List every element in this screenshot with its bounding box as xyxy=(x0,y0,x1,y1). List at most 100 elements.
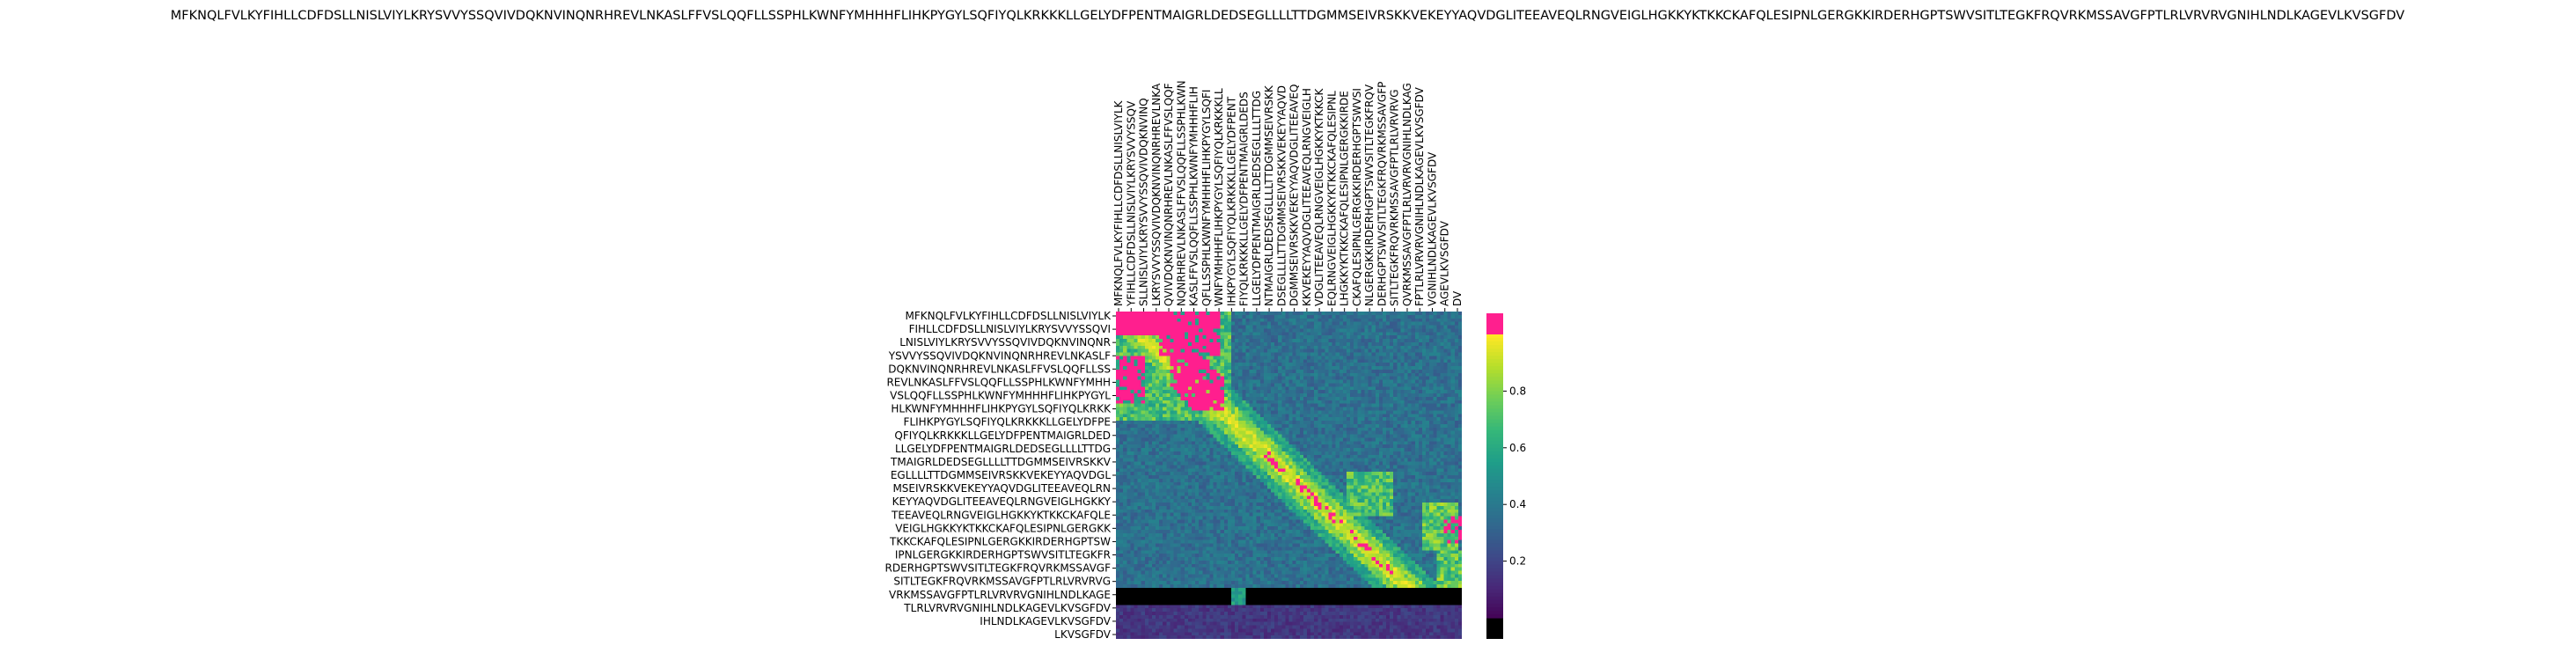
colorbar-segment xyxy=(1486,338,1503,342)
row-tick-label: QFIYQLKRKKKLLGELYDFPENTMAIGRLDED xyxy=(894,429,1111,442)
column-tick-label: SLLNISLVIYLKRYSVVYSSQVIVDQKNVINQ xyxy=(1138,98,1150,306)
column-tick-label: LLGELYDFPENTMAIGRLDEDSEGLLLLTTDG xyxy=(1251,91,1263,306)
colorbar-segment xyxy=(1486,419,1503,424)
colorbar-segment xyxy=(1486,363,1503,367)
colorbar-segment xyxy=(1486,543,1503,548)
column-tick-label: NQNRHREVLNKASLFFVSLQQFLLSSPHLKWN xyxy=(1175,80,1187,306)
colorbar-segment xyxy=(1486,501,1503,505)
row-tick-label: REVLNKASLFFVSLQQFLLSSPHLKWNFYMHH xyxy=(886,376,1111,388)
colorbar-tick-label: 0.8 xyxy=(1509,385,1526,397)
colorbar-segment xyxy=(1486,370,1503,374)
row-tick-label: LLGELYDFPENTMAIGRLDEDSEGLLLLTTDG xyxy=(895,443,1111,455)
colorbar-segment xyxy=(1486,426,1503,431)
row-tick-label: VSLQQFLLSSPHLKWNFYMHHHFLIHKPYGYL xyxy=(890,390,1111,402)
column-tick-label: KASLFFVSLQQFLLSSPHLKWNFYMHHHFLIH xyxy=(1188,86,1200,306)
column-labels: MFKNQLFVLKYFIHLLCDFDSLLNISLVIYLK YFIHLLCD… xyxy=(1112,80,1464,312)
colorbar-segment xyxy=(1486,613,1503,619)
colorbar-segment xyxy=(1486,401,1503,407)
column-tick-label: DSEGLLLLTTDGMMSEIVRSKKVEKEYYAQVD xyxy=(1275,85,1288,306)
row-tick-label: TEEAVEQLRNGVEIGLHGKKYKTKKCKAFQLE xyxy=(891,509,1111,521)
row-tick-label: YSVVYSSQVIVDQKNVINQNRHREVLNKASLF xyxy=(888,349,1111,362)
colorbar-tick-label: 0.6 xyxy=(1509,442,1526,454)
column-tick-label: LHGKKYKTKKCKAFQLESIPNLGERGKKIRDE xyxy=(1339,91,1351,306)
colorbar-segment xyxy=(1486,564,1503,569)
row-tick-label: LKVSGFDV xyxy=(1054,628,1112,641)
colorbar-segment xyxy=(1486,377,1503,381)
chart-title: MFKNQLFVLKYFIHLLCDFDSLLNISLVIYLKRYSVVYSS… xyxy=(171,9,2405,23)
row-tick-label: TMAIGRLDEDSEGLLLLTTDGMMSEIVRSKKV xyxy=(890,456,1112,468)
colorbar-segment xyxy=(1486,422,1503,428)
colorbar-under-block xyxy=(1486,618,1503,639)
column-tick-label: NLGERGKKIRDERHGPTSWVSITLTEGKFRQV xyxy=(1363,84,1376,306)
row-tick-label: MFKNQLFVLKYFIHLLCDFDSLLNISLVIYLK xyxy=(905,310,1112,322)
colorbar-segment xyxy=(1486,465,1503,470)
column-tick-label: LKRYSVVYSSQVIVDQKNVINQNRHREVLNKA xyxy=(1150,83,1163,306)
colorbar: 0.2 0.4 0.6 0.8 xyxy=(1486,313,1526,639)
heatmap-image xyxy=(1116,312,1462,639)
colorbar-segment xyxy=(1486,461,1503,466)
colorbar-segment xyxy=(1486,387,1503,392)
colorbar-segment xyxy=(1486,380,1503,385)
column-tick-label: SITLTEGKFRQVRKMSSAVGFPTLRLVRVRVG xyxy=(1389,89,1401,306)
heatmap-cells xyxy=(1116,312,1462,639)
colorbar-segment xyxy=(1486,451,1503,456)
colorbar-segment xyxy=(1486,504,1503,509)
colorbar-segment xyxy=(1486,384,1503,388)
row-tick-label: SITLTEGKFRQVRKMSSAVGFPTLRLVRVRVG xyxy=(893,576,1111,588)
colorbar-segment xyxy=(1486,437,1503,442)
colorbar-segment xyxy=(1486,405,1503,410)
row-tick-label: TLRLVRVRVGNIHLNDLKAGEVLKVSGFDV xyxy=(903,602,1111,614)
colorbar-segment xyxy=(1486,472,1503,477)
colorbar-segment xyxy=(1486,511,1503,516)
column-tick-label: EQLRNGVEIGLHGKKYKTKKCKAFQLESIPNL xyxy=(1325,91,1338,306)
colorbar-segment xyxy=(1486,334,1503,339)
colorbar-segment xyxy=(1486,497,1503,502)
colorbar-segment xyxy=(1486,412,1503,417)
row-tick-label: TKKCKAFQLESIPNLGERGKKIRDERHGPTSW xyxy=(889,535,1111,547)
colorbar-segment xyxy=(1486,415,1503,421)
column-tick-label: FIYQLKRKKKLLGELYDFPENTMAIGRLDEDS xyxy=(1238,92,1251,306)
column-tick-label: DV xyxy=(1451,290,1464,306)
colorbar-segment xyxy=(1486,433,1503,438)
colorbar-segment xyxy=(1486,539,1503,545)
column-tick-label: MFKNQLFVLKYFIHLLCDFDSLLNISLVIYLK xyxy=(1112,99,1125,306)
colorbar-segment xyxy=(1486,440,1503,445)
colorbar-segment xyxy=(1486,532,1503,538)
colorbar-segment xyxy=(1486,429,1503,435)
colorbar-segment xyxy=(1486,494,1503,498)
colorbar-over-block xyxy=(1486,313,1503,334)
colorbar-segment xyxy=(1486,515,1503,519)
colorbar-segment xyxy=(1486,480,1503,484)
colorbar-segment xyxy=(1486,596,1503,601)
row-tick-label: FIHLLCDFDSLLNISLVIYLKRYSVVYSSQVI xyxy=(909,323,1111,335)
row-tick-label: FLIHKPYGYLSQFIYQLKRKKKLLGELYDFPE xyxy=(904,416,1111,429)
colorbar-segment xyxy=(1486,394,1503,400)
colorbar-segment xyxy=(1486,366,1503,371)
column-tick-label: DGMMSEIVRSKKVEKEYYAQVDGLITEEAVEQ xyxy=(1288,84,1301,306)
colorbar-segment xyxy=(1486,525,1503,530)
colorbar-segment xyxy=(1486,547,1503,552)
row-tick-label: EGLLLLTTDGMMSEIVRSKKVEKEYYAQVDGL xyxy=(891,469,1111,481)
colorbar-tick-label: 0.2 xyxy=(1509,555,1526,568)
colorbar-segment xyxy=(1486,554,1503,559)
colorbar-segment xyxy=(1486,356,1503,360)
column-tick-label: KKVEKEYYAQVDGLITEEAVEQLRNGVEIGLH xyxy=(1301,88,1313,306)
colorbar-segment xyxy=(1486,599,1503,605)
colorbar-segment xyxy=(1486,345,1503,349)
row-tick-label: VRKMSSAVGFPTLRLVRVRVGNIHLNDLKAGE xyxy=(889,589,1111,601)
colorbar-segment xyxy=(1486,408,1503,414)
row-tick-label: IPNLGERGKKIRDERHGPTSWVSITLTEGKFR xyxy=(895,549,1111,561)
colorbar-segment xyxy=(1486,391,1503,396)
colorbar-segment xyxy=(1486,592,1503,598)
colorbar-segment xyxy=(1486,582,1503,587)
column-tick-label: CKAFQLESIPNLGERGKKIRDERHGPTSWVSI xyxy=(1351,88,1363,306)
column-tick-label: IHKPYGYLSQFIYQLKRKKKLLGELYDFPENT xyxy=(1225,96,1237,306)
column-tick-label: QVRKMSSAVGFPTLRLVRVRVGNIHLNDLKAG xyxy=(1401,83,1413,306)
column-tick-label: DERHGPTSWVSITLTEGKFRQVRKMSSAVGFP xyxy=(1376,82,1388,306)
colorbar-segment xyxy=(1486,518,1503,523)
colorbar-segment xyxy=(1486,568,1503,573)
colorbar-segment xyxy=(1486,522,1503,526)
colorbar-segment xyxy=(1486,359,1503,363)
